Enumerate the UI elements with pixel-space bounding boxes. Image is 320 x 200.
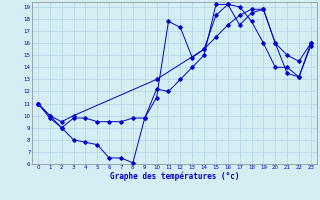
X-axis label: Graphe des températures (°c): Graphe des températures (°c) bbox=[110, 172, 239, 181]
